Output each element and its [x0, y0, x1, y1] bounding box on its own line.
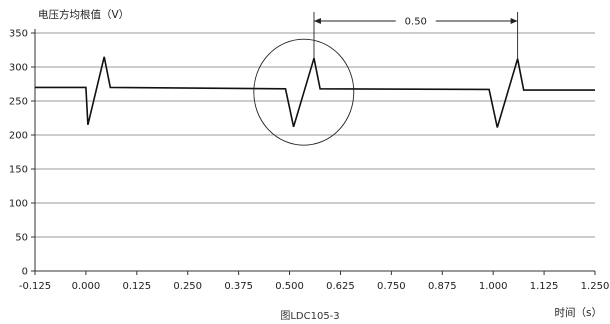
- y-axis-label: 电压方均根值（V）: [38, 8, 129, 21]
- x-tick-label: 1.125: [530, 281, 559, 292]
- y-tick-label: 300: [9, 63, 28, 74]
- y-tick-label: 250: [9, 97, 28, 108]
- y-tick-label: 350: [9, 29, 28, 40]
- axes: [31, 29, 596, 275]
- x-tick-label: -0.125: [19, 281, 51, 292]
- arrow-left-head: [313, 18, 321, 24]
- y-tick-label: 100: [9, 199, 28, 210]
- y-tick-label: 0: [22, 267, 28, 278]
- x-tick-label: 0.125: [122, 281, 151, 292]
- x-tick-label: 1.000: [479, 281, 508, 292]
- x-tick-label: 1.250: [581, 281, 610, 292]
- highlight-circle: [253, 38, 355, 146]
- series-lines: [35, 56, 595, 128]
- y-tick-label: 150: [9, 165, 28, 176]
- y-tick-label: 200: [9, 131, 28, 142]
- figure-caption: 图LDC105-3: [280, 310, 339, 322]
- dimension-label: 0.50: [405, 17, 427, 28]
- x-tick-label: 0.000: [72, 281, 101, 292]
- y-tick-label: 50: [15, 233, 28, 244]
- x-tick-label: 0.375: [224, 281, 253, 292]
- voltage-rms-line: [35, 56, 595, 128]
- annotations: 0.50: [253, 12, 519, 146]
- arrow-right-head: [510, 18, 518, 24]
- y-tick-labels: 0 50 100 150 200 250 300 350: [9, 29, 28, 278]
- x-tick-labels: -0.125 0.000 0.125 0.250 0.375 0.500 0.625 0.75…: [19, 281, 609, 292]
- x-axis-label: 时间（s）: [555, 306, 602, 319]
- x-tick-label: 0.625: [326, 281, 355, 292]
- x-tick-label: 0.250: [173, 281, 202, 292]
- x-tick-label: 0.500: [275, 281, 304, 292]
- x-tick-label: 0.750: [377, 281, 406, 292]
- x-tick-label: 0.875: [428, 281, 457, 292]
